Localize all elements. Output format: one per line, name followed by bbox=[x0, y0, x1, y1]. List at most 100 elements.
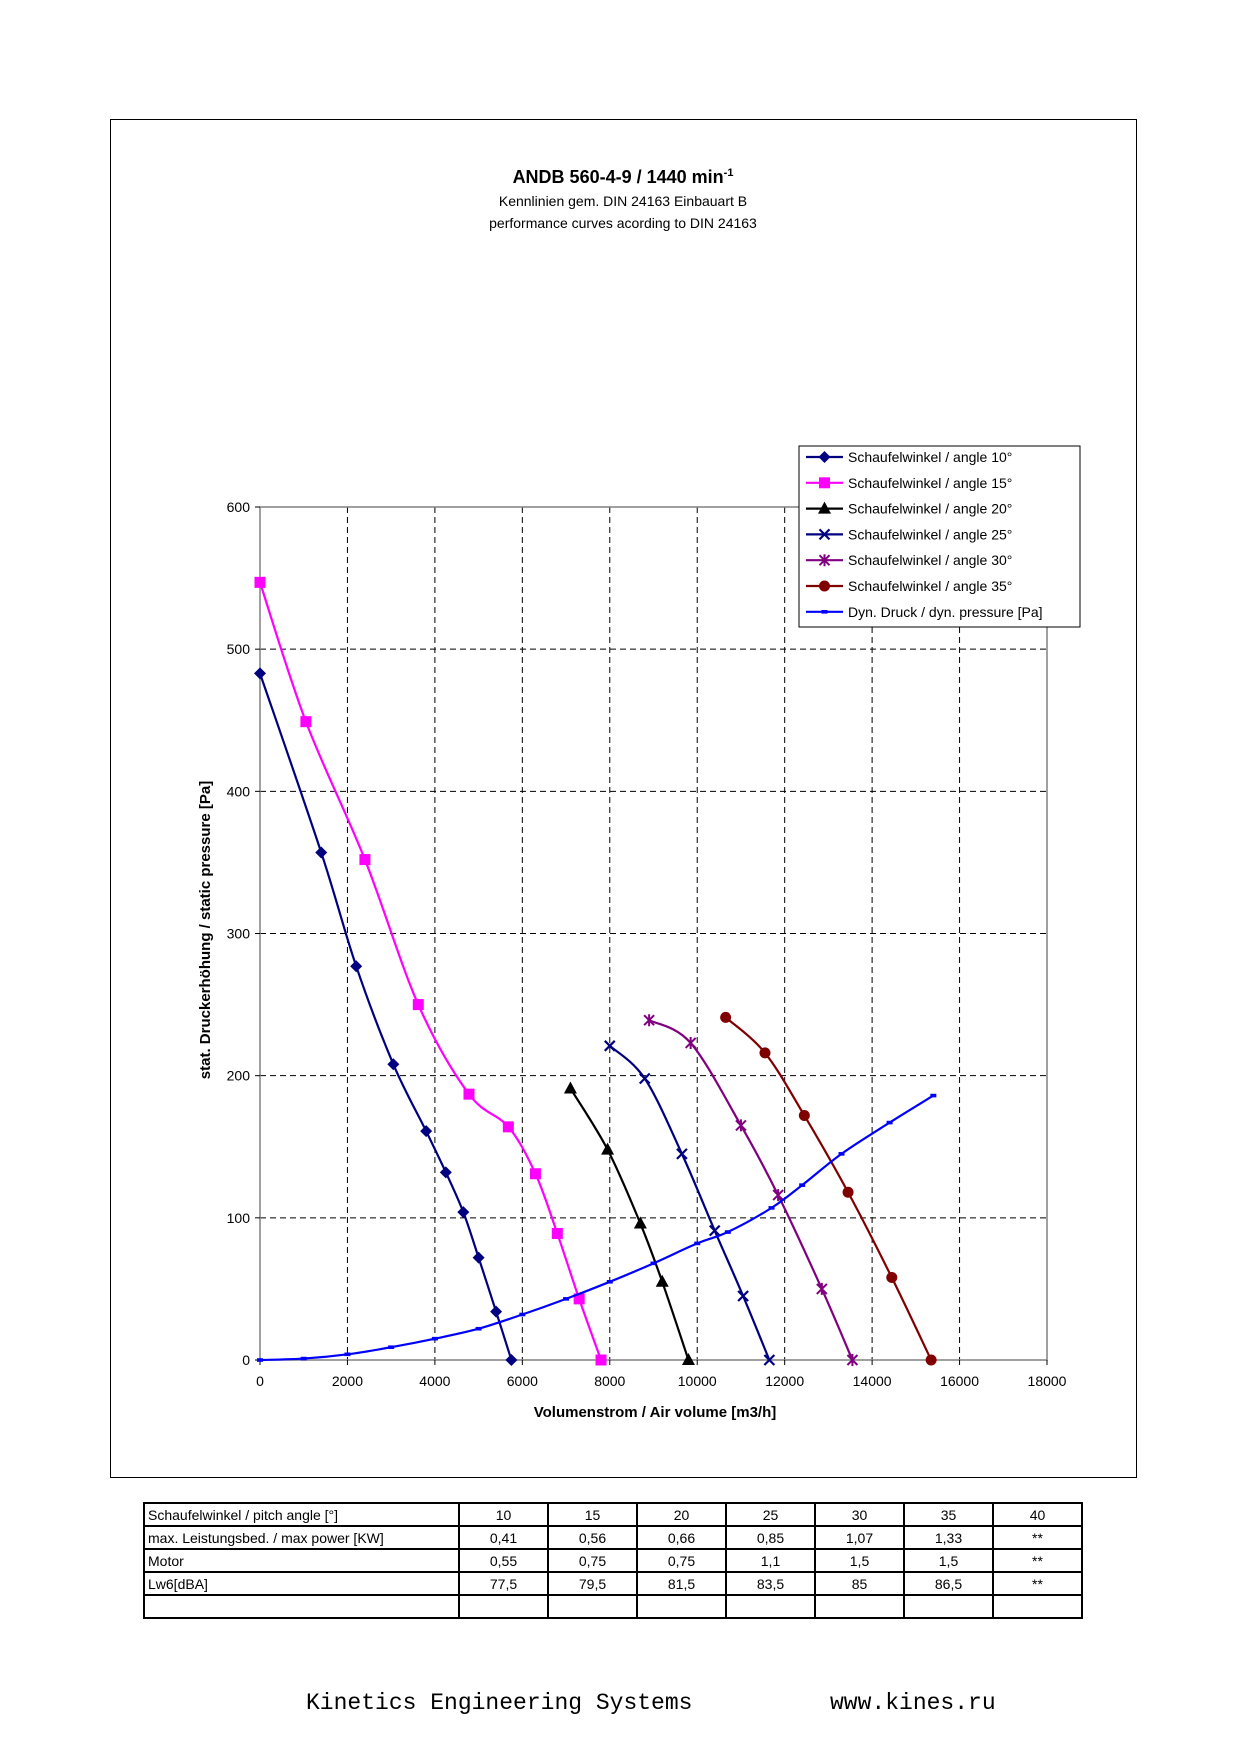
legend-marker bbox=[818, 451, 831, 463]
data-point bbox=[816, 1282, 828, 1295]
data-point bbox=[799, 1183, 806, 1187]
table-cell: 25 bbox=[725, 1502, 816, 1527]
data-point bbox=[930, 1093, 937, 1098]
data-point bbox=[502, 1121, 514, 1133]
data-point bbox=[925, 1354, 937, 1366]
table-cell: 83,5 bbox=[725, 1571, 816, 1596]
row-label: Schaufelwinkel / pitch angle [°] bbox=[143, 1502, 460, 1527]
legend-item: Schaufelwinkel / angle 35° bbox=[806, 578, 1012, 594]
table-cell: 0,41 bbox=[458, 1525, 549, 1550]
x-tick-label: 10000 bbox=[678, 1373, 717, 1389]
table-cell: ** bbox=[992, 1571, 1083, 1596]
legend-label: Schaufelwinkel / angle 25° bbox=[848, 526, 1012, 542]
data-point bbox=[350, 960, 363, 973]
data-point bbox=[300, 716, 312, 728]
legend-item: Schaufelwinkel / angle 25° bbox=[806, 526, 1012, 542]
chart-subtitle-de: Kennlinien gem. DIN 24163 Einbauart B bbox=[499, 193, 747, 209]
series-3 bbox=[604, 1040, 776, 1366]
data-point bbox=[601, 1142, 615, 1155]
table-cell: 79,5 bbox=[547, 1571, 638, 1596]
table-cell bbox=[992, 1594, 1083, 1619]
row-label: max. Leistungsbed. / max power [KW] bbox=[143, 1525, 460, 1550]
x-tick-label: 16000 bbox=[940, 1373, 979, 1389]
chart-subtitle-en: performance curves acording to DIN 24163 bbox=[489, 215, 757, 231]
x-tick-label: 4000 bbox=[419, 1373, 450, 1389]
table-cell: 85 bbox=[814, 1571, 905, 1596]
row-label bbox=[143, 1594, 460, 1619]
data-point bbox=[257, 1358, 263, 1362]
data-point bbox=[684, 1036, 697, 1049]
legend-label: Dyn. Druck / dyn. pressure [Pa] bbox=[848, 604, 1043, 620]
data-point bbox=[463, 1088, 475, 1100]
data-point bbox=[606, 1280, 613, 1284]
table-cell: 77,5 bbox=[458, 1571, 549, 1596]
data-point bbox=[431, 1336, 438, 1341]
y-tick-label: 0 bbox=[242, 1352, 250, 1368]
table-cell: 0,85 bbox=[725, 1525, 816, 1550]
y-tick-label: 500 bbox=[227, 641, 251, 657]
x-tick-label: 2000 bbox=[332, 1373, 363, 1389]
x-axis-label: Volumenstrom / Air volume [m3/h] bbox=[534, 1404, 777, 1421]
legend-item: Schaufelwinkel / angle 15° bbox=[806, 475, 1012, 491]
data-point bbox=[604, 1040, 616, 1052]
x-tick-label: 18000 bbox=[1028, 1373, 1067, 1389]
y-tick-label: 300 bbox=[227, 926, 251, 942]
table-cell: 0,56 bbox=[547, 1525, 638, 1550]
legend-label: Schaufelwinkel / angle 10° bbox=[848, 449, 1012, 465]
data-point bbox=[655, 1274, 669, 1287]
data-point bbox=[420, 1125, 433, 1138]
y-tick-label: 600 bbox=[227, 499, 251, 515]
table-cell: 20 bbox=[636, 1502, 727, 1527]
data-point bbox=[344, 1352, 351, 1357]
data-point bbox=[886, 1272, 898, 1284]
data-point bbox=[643, 1014, 655, 1027]
table-cell: 81,5 bbox=[636, 1571, 727, 1596]
y-tick-label: 100 bbox=[227, 1210, 251, 1226]
legend-item: Dyn. Druck / dyn. pressure [Pa] bbox=[806, 604, 1043, 620]
row-label: Lw6[dBA] bbox=[143, 1571, 460, 1596]
table-cell: 0,75 bbox=[547, 1548, 638, 1573]
table-cell bbox=[547, 1594, 638, 1619]
data-point bbox=[388, 1345, 395, 1350]
y-tick-label: 400 bbox=[227, 783, 251, 799]
legend-marker bbox=[818, 528, 831, 541]
data-point bbox=[563, 1297, 570, 1301]
table-cell bbox=[636, 1594, 727, 1619]
table-cell: 1,5 bbox=[814, 1548, 905, 1573]
data-point bbox=[412, 999, 424, 1011]
data-point bbox=[720, 1011, 732, 1023]
x-tick-label: 0 bbox=[256, 1373, 264, 1389]
table-row bbox=[143, 1594, 1083, 1619]
data-point bbox=[798, 1109, 810, 1121]
chart-frame bbox=[110, 119, 1137, 1478]
grid bbox=[260, 507, 1047, 1360]
data-point bbox=[633, 1216, 647, 1229]
data-point bbox=[254, 667, 266, 680]
y-tick-label: 200 bbox=[227, 1068, 251, 1084]
data-point bbox=[838, 1152, 845, 1156]
table-row: Schaufelwinkel / pitch angle [°] 10 15 20 25… bbox=[143, 1502, 1083, 1527]
series-4 bbox=[643, 1014, 859, 1366]
data-point bbox=[439, 1166, 452, 1179]
data-point bbox=[519, 1312, 526, 1317]
data-point bbox=[708, 1224, 721, 1237]
footer-company: Kinetics Engineering Systems bbox=[306, 1690, 693, 1716]
data-point bbox=[763, 1354, 776, 1366]
data-point bbox=[694, 1241, 701, 1246]
row-label: Motor bbox=[143, 1548, 460, 1573]
table-row: Lw6[dBA] 77,5 79,5 81,5 83,5 85 86,5 ** bbox=[143, 1571, 1083, 1596]
table-cell bbox=[814, 1594, 905, 1619]
data-point bbox=[551, 1227, 563, 1239]
table-cell: 40 bbox=[992, 1502, 1083, 1527]
data-point bbox=[595, 1354, 607, 1366]
data-point bbox=[846, 1354, 859, 1366]
legend-item: Schaufelwinkel / angle 10° bbox=[806, 449, 1012, 465]
data-point bbox=[638, 1072, 651, 1085]
legend: Schaufelwinkel / angle 10° Schaufelwinkel… bbox=[798, 445, 1081, 628]
table-cell: ** bbox=[992, 1548, 1083, 1573]
x-tick-label: 8000 bbox=[594, 1373, 625, 1389]
data-point bbox=[573, 1293, 585, 1305]
x-tick-label: 14000 bbox=[853, 1373, 892, 1389]
legend-label: Schaufelwinkel / angle 15° bbox=[848, 475, 1012, 491]
legend-marker bbox=[819, 477, 830, 489]
